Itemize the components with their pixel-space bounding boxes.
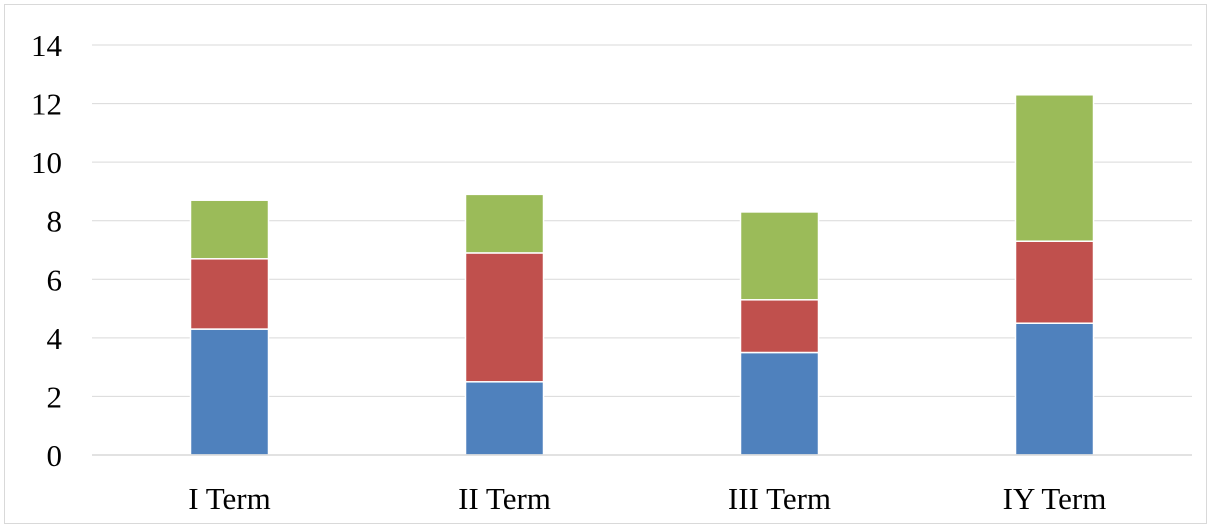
y-tick-label: 14: [31, 28, 63, 63]
bar-segment: [1014, 94, 1095, 242]
y-axis-ticks: 0 2 4 6 8 10 12 14: [31, 28, 63, 473]
x-tick-label: I Term: [188, 481, 270, 516]
bar-segment: [739, 299, 820, 354]
y-tick-label: 2: [47, 379, 63, 414]
bar-segment: [739, 211, 820, 301]
bar-segment: [464, 193, 545, 254]
bar-segment: [189, 328, 270, 456]
bar-segment: [1014, 322, 1095, 456]
x-axis-labels: I Term II Term III Term IY Term: [188, 481, 1106, 516]
bar-segment: [739, 351, 820, 456]
bar-segment: [464, 252, 545, 383]
y-tick-label: 12: [31, 87, 62, 122]
y-tick-label: 6: [47, 262, 63, 297]
gridlines: [92, 44, 1192, 397]
x-tick-label: IY Term: [1003, 481, 1107, 516]
bars: [189, 94, 1095, 456]
x-tick-label: III Term: [728, 481, 831, 516]
bar-segment: [189, 258, 270, 330]
y-tick-label: 10: [31, 145, 62, 180]
bar-segment: [1014, 240, 1095, 324]
bar-segment: [464, 381, 545, 456]
x-tick-label: II Term: [458, 481, 551, 516]
y-tick-label: 0: [47, 438, 63, 473]
y-tick-label: 8: [47, 204, 63, 239]
y-tick-label: 4: [47, 321, 63, 356]
bar-segment: [189, 199, 270, 260]
